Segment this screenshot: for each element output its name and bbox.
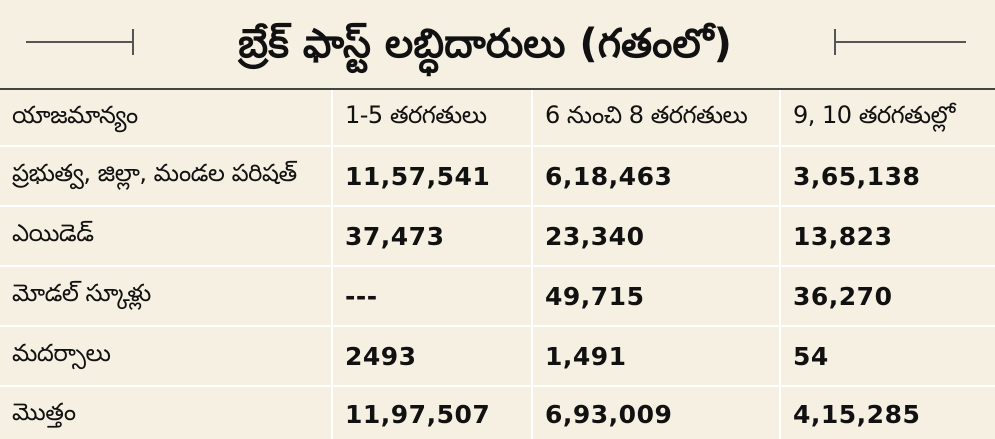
cell-value: 3,65,138 bbox=[780, 146, 995, 207]
cell-value: 4,15,285 bbox=[793, 400, 921, 429]
table-total-row: మొత్తం 11,97,507 6,93,009 4,15,285 bbox=[0, 386, 995, 439]
title-banner: బ్రేక్ ఫాస్ట్ లబ్ధిదారులు (గతంలో) bbox=[0, 0, 995, 88]
cell-value: 37,473 bbox=[332, 206, 533, 267]
cell-value: --- bbox=[332, 266, 533, 327]
cell-value: 6,18,463 bbox=[532, 146, 781, 207]
title-rule-right bbox=[834, 29, 966, 55]
cell-value: 11,57,541 bbox=[332, 146, 533, 207]
title-rule-left bbox=[26, 29, 134, 55]
beneficiaries-table: యాజమాన్యం 1-5 తరగతులు 6 నుంచి 8 తరగతులు … bbox=[0, 90, 995, 439]
cell-value: 11,97,507 bbox=[332, 386, 533, 439]
beneficiaries-table-wrapper: యాజమాన్యం 1-5 తరగతులు 6 నుంచి 8 తరగతులు … bbox=[0, 88, 995, 439]
cell-value: 54 bbox=[780, 326, 995, 387]
cell-value: 1,491 bbox=[532, 326, 781, 387]
row-label: ప్రభుత్వ, జిల్లా, మండల పరిషత్ bbox=[0, 146, 333, 207]
cell-value: 49,715 bbox=[532, 266, 781, 327]
header-classes-9-10: 9, 10 తరగతుల్లో bbox=[780, 90, 995, 147]
cell-value: 36,270 bbox=[780, 266, 995, 327]
table-row: ప్రభుత్వ, జిల్లా, మండల పరిషత్ 11,57,541 … bbox=[0, 146, 995, 207]
cell-value: 6,93,009 bbox=[532, 386, 781, 439]
table-row: ఎయిడెడ్ 37,473 23,340 13,823 bbox=[0, 206, 995, 267]
header-classes-6-8: 6 నుంచి 8 తరగతులు bbox=[532, 90, 781, 147]
page-title: బ్రేక్ ఫాస్ట్ లబ్ధిదారులు (గతంలో) bbox=[238, 21, 732, 67]
cell-value: 2493 bbox=[332, 326, 533, 387]
cell-value: 13,823 bbox=[780, 206, 995, 267]
row-label: మదర్సాలు bbox=[0, 326, 333, 387]
header-classes-1-5: 1-5 తరగతులు bbox=[332, 90, 533, 147]
cell-value: 23,340 bbox=[532, 206, 781, 267]
header-management: యాజమాన్యం bbox=[0, 90, 333, 147]
row-label: మోడల్ స్కూళ్లు bbox=[0, 266, 333, 327]
row-label: ఎయిడెడ్ bbox=[0, 206, 333, 267]
table-header-row: యాజమాన్యం 1-5 తరగతులు 6 నుంచి 8 తరగతులు … bbox=[0, 90, 995, 147]
table-row: మోడల్ స్కూళ్లు --- 49,715 36,270 bbox=[0, 266, 995, 327]
table-row: మదర్సాలు 2493 1,491 54 bbox=[0, 326, 995, 387]
row-label: మొత్తం bbox=[0, 386, 333, 439]
